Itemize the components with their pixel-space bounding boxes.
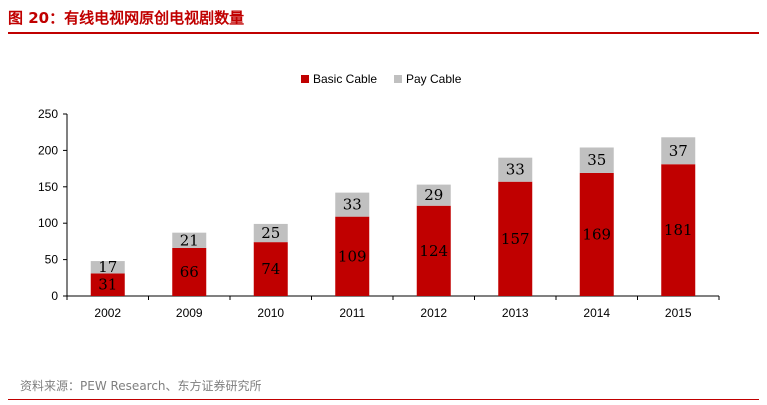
- x-tick-label: 2012: [420, 306, 447, 320]
- bar-pay-cable: [335, 192, 370, 217]
- y-tick-label: 50: [45, 253, 59, 267]
- data-label-basic-cable: 169: [582, 225, 611, 243]
- y-tick-label: 250: [38, 107, 58, 121]
- x-tick-label: 2010: [257, 306, 284, 320]
- y-tick-label: 0: [51, 289, 58, 303]
- bar-basic-cable: [416, 205, 451, 296]
- x-tick-label: 2002: [94, 306, 121, 320]
- bar-pay-cable: [253, 223, 288, 243]
- x-tick-label: 2011: [339, 306, 365, 320]
- data-label-basic-cable: 181: [664, 221, 693, 239]
- data-label-pay-cable: 37: [669, 142, 688, 160]
- x-tick-label: 2009: [176, 306, 203, 320]
- bar-basic-cable: [335, 216, 370, 296]
- bottom-divider: [8, 399, 759, 400]
- data-label-basic-cable: 124: [419, 242, 448, 260]
- title-divider: [8, 32, 759, 34]
- legend-swatch-pay-cable: [394, 75, 402, 83]
- chart-title: 图 20：有线电视网原创电视剧数量: [8, 9, 245, 27]
- bar-basic-cable: [579, 172, 614, 296]
- source-note: 资料来源：PEW Research、东方证券研究所: [20, 379, 262, 393]
- bar-basic-cable: [498, 181, 533, 296]
- data-label-pay-cable: 25: [261, 224, 280, 242]
- data-label-pay-cable: 33: [506, 161, 525, 179]
- bar-pay-cable: [172, 232, 207, 248]
- bar-basic-cable: [253, 242, 288, 296]
- bar-pay-cable: [90, 261, 125, 274]
- legend-swatch-basic-cable: [301, 75, 309, 83]
- x-tick-label: 2014: [583, 306, 610, 320]
- data-label-pay-cable: 33: [343, 196, 362, 214]
- x-tick-label: 2013: [502, 306, 529, 320]
- bar-basic-cable: [90, 273, 125, 296]
- data-label-basic-cable: 74: [261, 260, 280, 278]
- bar-pay-cable: [661, 137, 696, 165]
- data-label-pay-cable: 17: [98, 258, 117, 276]
- data-label-pay-cable: 21: [180, 231, 199, 249]
- x-tick-label: 2015: [665, 306, 692, 320]
- data-label-pay-cable: 35: [587, 151, 606, 169]
- bar-pay-cable: [498, 157, 533, 182]
- data-label-basic-cable: 31: [98, 276, 117, 294]
- bar-pay-cable: [579, 147, 614, 173]
- y-tick-label: 200: [38, 143, 58, 157]
- bar-basic-cable: [661, 164, 696, 296]
- y-tick-label: 150: [38, 180, 58, 194]
- bar-basic-cable: [172, 247, 207, 296]
- bar-pay-cable: [416, 184, 451, 206]
- y-tick-label: 100: [38, 216, 58, 230]
- data-label-basic-cable: 109: [338, 247, 367, 265]
- legend-label-pay-cable: Pay Cable: [406, 72, 462, 86]
- data-label-pay-cable: 29: [424, 186, 443, 204]
- data-label-basic-cable: 66: [180, 263, 199, 281]
- legend-label-basic-cable: Basic Cable: [313, 72, 377, 86]
- data-label-basic-cable: 157: [501, 230, 530, 248]
